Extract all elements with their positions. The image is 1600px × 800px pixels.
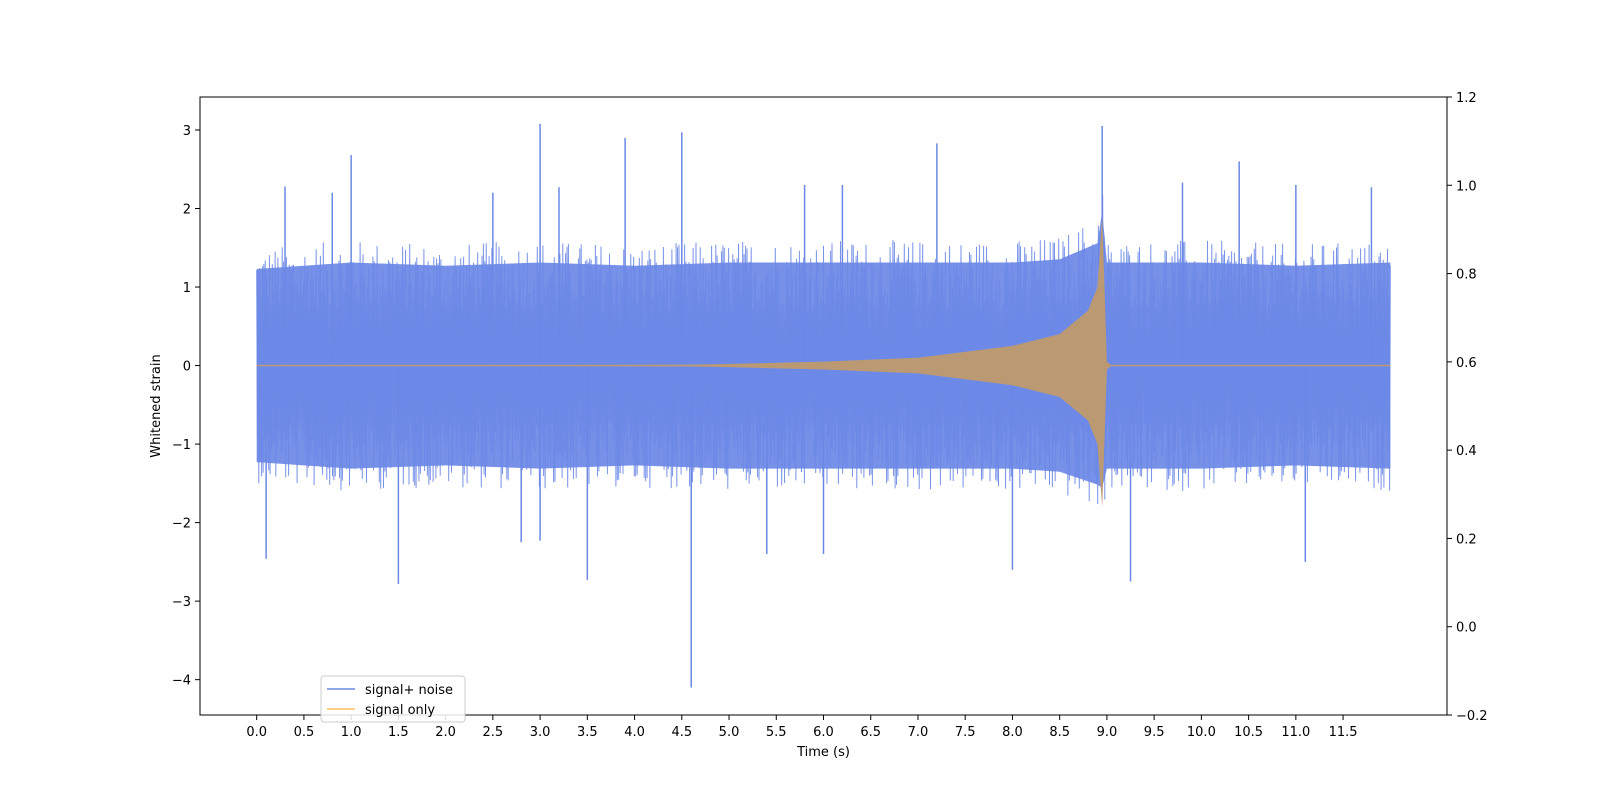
x-tick-label: 10.0 [1187,725,1216,740]
x-tick-label: 9.0 [1097,725,1118,740]
x-tick-label: 4.5 [671,725,692,740]
plot-area [256,123,1391,688]
y-tick-label: 3 [183,124,191,139]
x-tick-label: 4.0 [624,725,645,740]
y2-tick-label: 1.2 [1456,91,1477,106]
x-tick-label: 0.5 [294,725,315,740]
y-tick-label: 2 [183,203,191,218]
series-signal-noise-band [256,211,1391,488]
y-tick-label: −4 [172,674,191,689]
y2-tick-label: 0.8 [1456,268,1477,283]
y-tick-label: −3 [172,595,191,610]
x-tick-label: 5.0 [719,725,740,740]
x-tick-label: 8.5 [1049,725,1070,740]
y2-tick-label: 0.4 [1456,444,1477,459]
y-tick-label: −1 [172,438,191,453]
y-tick-label: 1 [183,281,191,296]
y2-tick-label: 0.2 [1456,532,1477,547]
y2-tick-label: 0.6 [1456,356,1477,371]
legend: signal+ noise signal only [320,675,466,723]
x-tick-label: 1.0 [341,725,362,740]
x-tick-label: 3.0 [530,725,551,740]
x-tick-label: 1.5 [388,725,409,740]
legend-label-signal-noise: signal+ noise [365,683,453,698]
y-tick-label: 0 [183,360,191,375]
y2-tick-label: 1.0 [1456,179,1477,194]
x-axis-label: Time (s) [796,745,850,760]
x-tick-label: 6.5 [860,725,881,740]
x-tick-label: 6.0 [813,725,834,740]
axes: 0.0 0.5 1.0 1.5 2.0 2.5 3.0 3.5 4.0 4.5 5.0 5.5 6.0 6… [172,91,1488,740]
x-tick-label: 9.5 [1144,725,1165,740]
y-tick-label: −2 [172,517,191,532]
x-tick-label: 0.0 [246,725,267,740]
y-axis-label: Whitened strain [149,354,164,457]
x-tick-label: 7.5 [955,725,976,740]
x-tick-label: 5.5 [766,725,787,740]
y2-tick-label: −0.2 [1456,709,1488,724]
legend-box [320,675,466,723]
y2-tick-label: 0.0 [1456,621,1477,636]
x-tick-label: 3.5 [577,725,598,740]
x-tick-label: 11.0 [1281,725,1310,740]
x-tick-label: 2.5 [483,725,504,740]
legend-label-signal-only: signal only [365,703,435,718]
x-tick-label: 7.0 [908,725,929,740]
x-tick-label: 11.5 [1329,725,1358,740]
series-signal-only-envelope [256,216,1391,507]
x-tick-label: 10.5 [1234,725,1263,740]
x-tick-label: 2.0 [435,725,456,740]
x-tick-label: 8.0 [1002,725,1023,740]
